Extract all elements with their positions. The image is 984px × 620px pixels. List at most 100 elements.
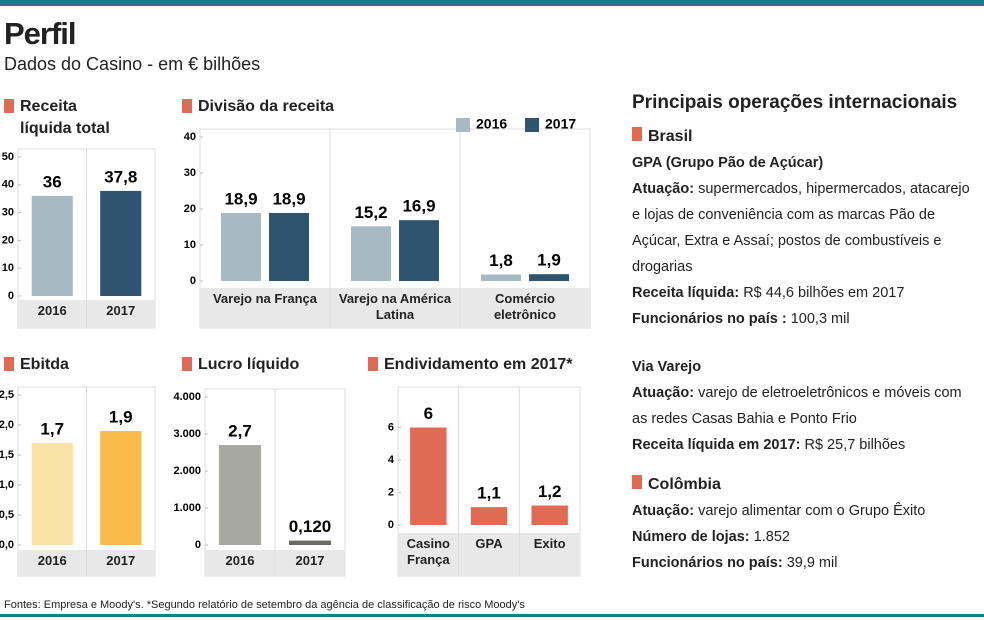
bar [100,190,142,296]
y-tick-label: 3.000 [173,428,201,440]
bar [221,212,261,281]
value-label: 2,7 [228,422,252,441]
info-label: Atuação: [632,181,695,197]
y-tick-label: 10 [2,262,14,274]
value-label: 1,8 [489,251,513,270]
value-label: 18,9 [272,189,305,208]
value-label: 1,7 [40,419,64,438]
x-tick-label: 2017 [295,553,325,568]
value-label: 16,9 [402,197,435,216]
legend-label: 2017 [545,116,576,132]
bar [289,540,331,545]
section-name: Colômbia [632,472,977,498]
bar [399,220,439,281]
title: Perfil [4,16,77,51]
panel-title: Principais operações internacionais [632,92,958,113]
y-tick-label: 20 [184,203,196,215]
category-label-box: 2016 [37,303,67,318]
category-label-box: Casino França [406,536,450,567]
x-tick-label: Varejo na América Latina [338,291,452,322]
legend-swatch [525,118,539,132]
y-tick-label: 0,0 [0,539,14,551]
info-row: Número de lojas: 1.852 [632,524,977,550]
info-row: Atuação: supermercados, hipermercados, a… [632,176,977,280]
info-row: Receita líquida em 2017: R$ 25,7 bilhões [632,432,977,458]
subtitle: Dados do Casino - em € bilhões [4,54,261,74]
category-label-box: GPA [475,536,502,551]
info-label: Receita líquida: [632,285,740,301]
y-tick-label: 4 [388,454,395,466]
y-tick-label: 2,5 [0,389,14,401]
x-tick-label: Casino França [406,536,450,567]
y-tick-label: 4.000 [173,391,201,403]
bar [100,431,142,545]
y-tick-label: 2.000 [173,465,201,477]
top-bar [0,0,984,6]
info-text: 39,9 mil [786,555,838,571]
x-tick-label: 2016 [225,553,255,568]
y-tick-label: 1,0 [0,479,14,491]
bar [531,505,568,525]
y-tick-label: 30 [2,207,14,219]
x-tick-label: 2017 [106,303,136,318]
y-tick-label: 2 [388,486,394,498]
y-tick-label: 0,5 [0,509,14,521]
y-tick-label: 6 [388,421,394,433]
bar [219,445,261,545]
bar [410,427,447,525]
value-label: 1,9 [109,407,133,426]
category-strip [398,533,580,576]
info-text: 1.852 [753,529,790,545]
company-name: Via Varejo [632,359,702,375]
y-tick-label: 10 [184,239,196,251]
chart-title: Endividamento em 2017* [368,354,614,376]
value-label: 1,9 [537,251,561,270]
bar [351,226,391,281]
value-label: 6 [424,404,433,423]
bar [31,195,73,296]
info-row: Receita líquida: R$ 44,6 bilhões em 2017 [632,280,977,306]
bar [529,274,569,281]
x-tick-label: Comércio eletrônico [493,291,557,322]
category-strip [200,288,590,328]
info-text: 100,3 mil [790,311,850,327]
info-row: Atuação: varejo alimentar com o Grupo Êx… [632,498,977,524]
info-text: supermercados, hipermercados, atacarejo … [632,181,970,275]
info-row: Funcionários no país : 100,3 mil [632,306,977,332]
value-label: 18,9 [224,189,257,208]
bottom-bar [0,614,984,617]
value-label: 15,2 [354,203,387,222]
section-name: Brasil [632,124,977,150]
y-tick-label: 0 [190,275,196,287]
international-panel: Principais operações internacionais Brasi… [632,90,977,576]
category-label-box: Varejo na França [213,291,317,306]
value-label: 37,8 [104,167,137,186]
info-label: Atuação: [632,503,695,519]
company-name: GPA (Grupo Pão de Açúcar) [632,155,824,171]
bar [269,212,309,281]
x-tick-label: 2016 [37,553,67,568]
x-tick-label: 2016 [37,303,67,318]
bar [470,507,508,525]
info-label: Funcionários no país : [632,311,787,327]
legend-label: 2016 [476,116,507,132]
y-tick-label: 0 [8,290,14,302]
value-label: 1,1 [477,484,501,503]
category-label-box: Comércio eletrônico [493,291,557,322]
category-label-box: Varejo na América Latina [338,291,452,322]
info-text: varejo alimentar com o Grupo Êxito [698,503,926,519]
y-tick-label: 1,5 [0,449,14,461]
value-label: 36 [43,172,62,191]
y-tick-label: 50 [2,151,14,163]
info-text: R$ 25,7 bilhões [804,437,906,453]
info-label: Funcionários no país: [632,555,783,571]
chart-title: Divisão da receita [182,96,448,118]
bar [31,443,73,545]
y-tick-label: 30 [184,167,196,179]
category-label-box: 2017 [106,553,136,568]
category-label-box: 2017 [295,553,325,568]
category-label-box: 2016 [225,553,255,568]
info-text: R$ 44,6 bilhões em 2017 [743,285,905,301]
x-tick-label: 2017 [106,553,136,568]
